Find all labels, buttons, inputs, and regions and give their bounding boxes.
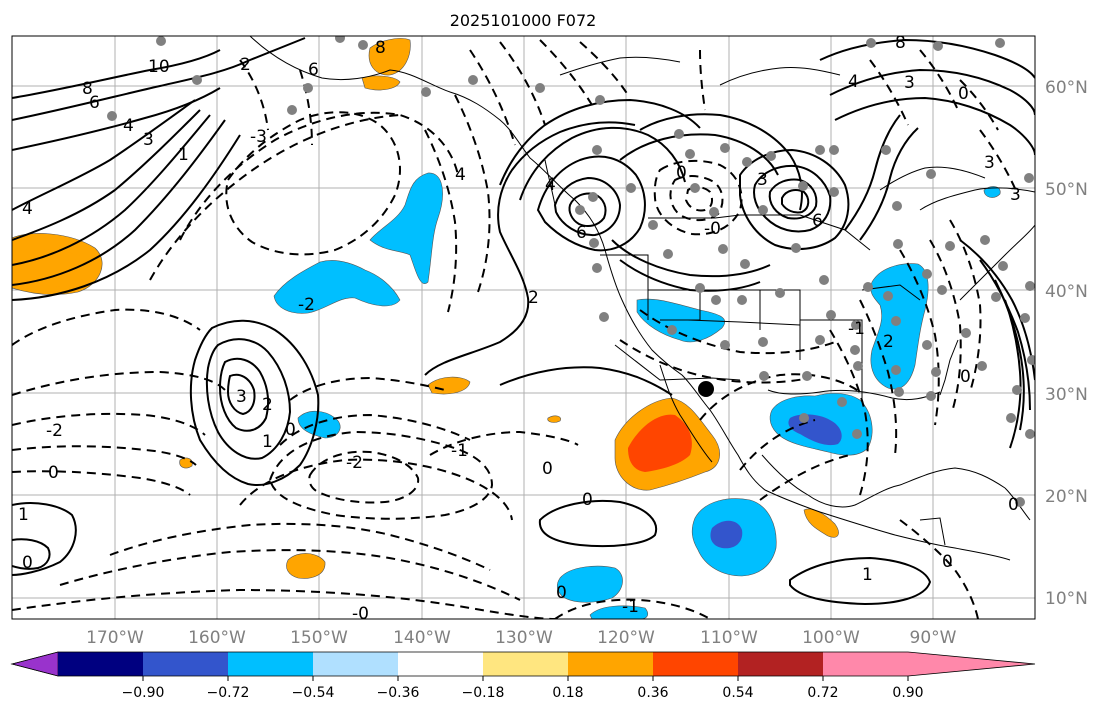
colorbar-tick-10: 0.90	[892, 685, 923, 701]
lat-label-10: 10°N	[1045, 589, 1088, 609]
svg-text:0: 0	[285, 420, 296, 440]
colorbar-tick-6: 0.18	[552, 685, 583, 701]
lon-label-170: 170°W	[86, 628, 144, 648]
svg-text:0: 0	[48, 463, 59, 483]
colorbar-segment-2	[143, 652, 228, 676]
svg-text:2: 2	[883, 332, 894, 352]
colorbar-tick-3: −0.54	[292, 685, 335, 701]
colorbar-segment-3	[228, 652, 313, 676]
dashed-contours	[12, 39, 1019, 619]
colorbar: −0.90 −0.72 −0.54 −0.36 −0.18 0.18 0.36 …	[10, 651, 1036, 701]
svg-text:1: 1	[262, 432, 273, 452]
svg-text:0: 0	[958, 84, 969, 104]
svg-text:-2: -2	[346, 453, 363, 473]
svg-text:-2: -2	[298, 295, 315, 315]
svg-text:0: 0	[960, 367, 971, 387]
colorbar-segment-7	[568, 652, 653, 676]
lon-label-120: 120°W	[597, 628, 655, 648]
lon-label-150: 150°W	[290, 628, 348, 648]
svg-text:2: 2	[262, 395, 273, 415]
colorbar-segment-8	[653, 652, 738, 676]
svg-text:-3: -3	[250, 127, 267, 147]
svg-text:4: 4	[22, 199, 33, 219]
svg-text:-0: -0	[704, 219, 721, 239]
svg-text:3: 3	[984, 153, 995, 173]
colorbar-tick-7: 0.36	[637, 685, 668, 701]
colorbar-tick-2: −0.72	[207, 685, 250, 701]
station-marker	[698, 381, 714, 397]
colorbar-tick-9: 0.72	[807, 685, 838, 701]
colorbar-segment-9	[738, 652, 823, 676]
map-title: 2025101000 F072	[450, 11, 597, 30]
colorbar-tick-1: −0.90	[122, 685, 165, 701]
svg-text:1: 1	[18, 505, 29, 525]
svg-text:6: 6	[89, 93, 100, 113]
lat-label-60: 60°N	[1045, 78, 1088, 98]
svg-text:8: 8	[895, 33, 906, 53]
colorbar-tick-8: 0.54	[722, 685, 753, 701]
lon-label-90: 90°W	[910, 628, 957, 648]
svg-text:-2: -2	[46, 421, 63, 441]
svg-text:4: 4	[545, 175, 556, 195]
svg-text:3: 3	[757, 170, 768, 190]
plot-frame	[11, 35, 1036, 620]
svg-text:6: 6	[812, 211, 823, 231]
svg-text:1: 1	[178, 145, 189, 165]
colorbar-segment-1	[58, 652, 143, 676]
colorbar-extend-high	[908, 652, 1035, 676]
svg-text:3: 3	[904, 73, 915, 93]
svg-text:2: 2	[528, 288, 539, 308]
svg-text:0: 0	[676, 163, 687, 183]
svg-text:1: 1	[862, 565, 873, 585]
colorbar-segment-6	[483, 652, 568, 676]
colorbar-extend-low	[10, 651, 59, 677]
svg-text:-0: -0	[352, 604, 369, 624]
lon-label-140: 140°W	[393, 628, 451, 648]
lat-label-40: 40°N	[1045, 282, 1088, 302]
colorbar-segment-5	[398, 652, 483, 676]
svg-text:6: 6	[308, 60, 319, 80]
plot-area: 8 10 6 4 4 3 1 2 -3 8 6 4 -2 3 2 1 0 -2 …	[12, 33, 1035, 624]
svg-text:-1: -1	[451, 441, 468, 461]
svg-text:0: 0	[942, 552, 953, 572]
svg-text:2: 2	[240, 55, 251, 75]
lat-label-20: 20°N	[1045, 487, 1088, 507]
colorbar-segment-4	[313, 652, 398, 676]
svg-text:-1: -1	[848, 319, 865, 339]
svg-text:8: 8	[375, 38, 386, 58]
svg-text:3: 3	[143, 130, 154, 150]
svg-text:10: 10	[148, 57, 170, 77]
svg-text:0: 0	[22, 553, 33, 573]
colorbar-tick-4: −0.36	[377, 685, 420, 701]
lat-label-50: 50°N	[1045, 180, 1088, 200]
solid-contours	[12, 37, 1035, 606]
lon-label-130: 130°W	[495, 628, 553, 648]
svg-text:6: 6	[576, 223, 587, 243]
colorbar-segment-10	[823, 652, 908, 676]
svg-text:3: 3	[236, 387, 247, 407]
svg-text:4: 4	[848, 72, 859, 92]
svg-text:3: 3	[1010, 185, 1021, 205]
station-dots	[107, 36, 1035, 507]
svg-text:-1: -1	[622, 597, 639, 617]
longitude-labels: 170°W 160°W 150°W 140°W 130°W 120°W 110°…	[86, 628, 957, 648]
lon-label-160: 160°W	[188, 628, 246, 648]
lat-label-30: 30°N	[1045, 385, 1088, 405]
contour-labels: 8 10 6 4 4 3 1 2 -3 8 6 4 -2 3 2 1 0 -2 …	[18, 33, 1021, 624]
lon-label-100: 100°W	[802, 628, 860, 648]
svg-text:0: 0	[1008, 495, 1019, 515]
svg-text:4: 4	[123, 116, 134, 136]
svg-text:0: 0	[556, 583, 567, 603]
svg-text:4: 4	[455, 165, 466, 185]
lon-label-110: 110°W	[700, 628, 758, 648]
svg-text:8: 8	[82, 79, 93, 99]
latitude-labels: 60°N 50°N 40°N 30°N 20°N 10°N	[1045, 78, 1088, 609]
svg-text:0: 0	[582, 490, 593, 510]
colorbar-tick-5: −0.18	[462, 685, 505, 701]
filled-regions	[12, 38, 1001, 619]
svg-text:0: 0	[542, 459, 553, 479]
